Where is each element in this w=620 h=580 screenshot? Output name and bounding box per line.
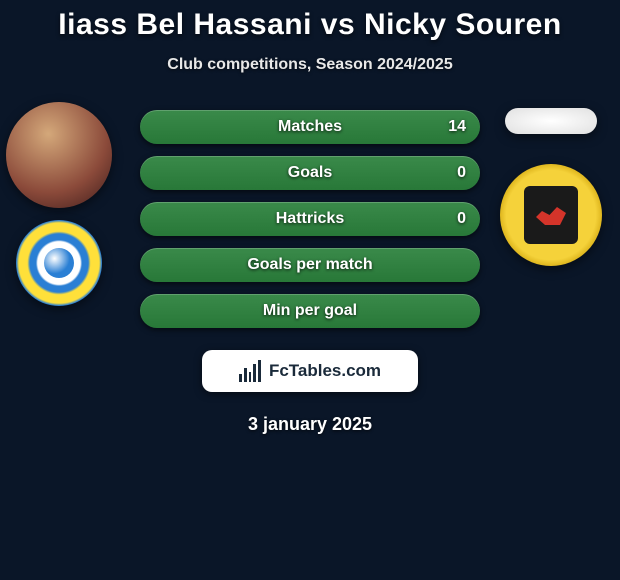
main-area: Matches14Goals0Hattricks0Goals per match… [0,110,620,328]
stat-value: 0 [457,210,466,228]
date-label: 3 january 2025 [0,414,620,435]
branding-text: FcTables.com [269,361,381,381]
stat-label: Hattricks [140,210,480,228]
branding-badge: FcTables.com [202,350,418,392]
page-title: Iiass Bel Hassani vs Nicky Souren [0,8,620,42]
page-subtitle: Club competitions, Season 2024/2025 [0,56,620,74]
player2-photo [505,108,597,134]
stat-value: 14 [448,118,466,136]
stat-label: Goals [140,164,480,182]
stats-column: Matches14Goals0Hattricks0Goals per match… [140,110,480,328]
bar-chart-icon [239,360,261,382]
cambuur-shield-icon [524,186,578,244]
stat-value: 0 [457,164,466,182]
stat-pill: Min per goal [140,294,480,328]
player1-photo [6,102,112,208]
player2-column [500,102,602,266]
comparison-card: Iiass Bel Hassani vs Nicky Souren Club c… [0,0,620,435]
player2-club-badge [500,164,602,266]
stat-label: Goals per match [140,256,480,274]
stat-pill: Goals per match [140,248,480,282]
stat-label: Matches [140,118,480,136]
stat-pill: Matches14 [140,110,480,144]
player1-club-badge [16,220,102,306]
stat-pill: Goals0 [140,156,480,190]
player1-column [6,102,112,306]
stat-pill: Hattricks0 [140,202,480,236]
stat-label: Min per goal [140,302,480,320]
